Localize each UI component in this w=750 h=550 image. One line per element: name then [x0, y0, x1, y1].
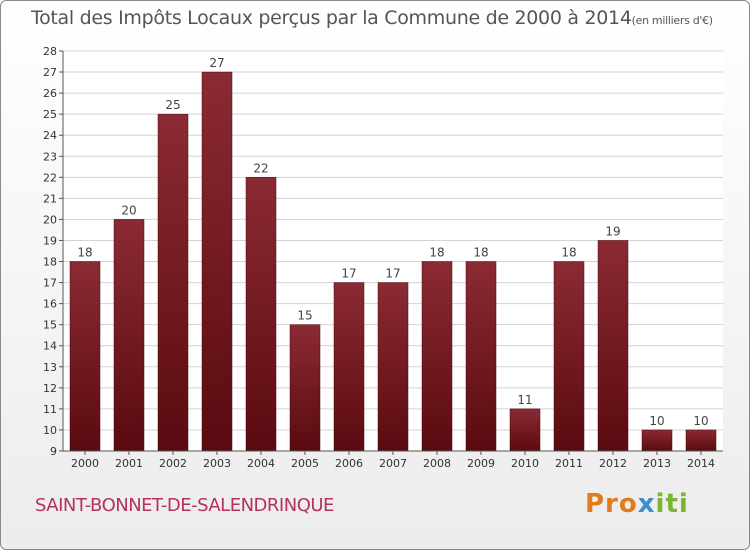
data-label: 11 [517, 393, 532, 407]
y-tick-label: 22 [43, 171, 57, 184]
data-label: 19 [605, 224, 620, 238]
bar [641, 429, 673, 452]
bar [333, 282, 365, 452]
bar [69, 261, 101, 452]
bar [509, 408, 541, 452]
y-tick-label: 27 [43, 66, 57, 79]
bar [421, 261, 453, 452]
bar [685, 429, 717, 452]
proxiti-logo: Proxiti [585, 489, 689, 519]
y-tick-label: 13 [43, 361, 57, 374]
x-tick-label: 2008 [423, 457, 451, 470]
data-label: 17 [385, 267, 400, 281]
y-tick-label: 14 [43, 340, 57, 353]
y-tick-label: 24 [43, 129, 57, 142]
x-tick-label: 2003 [203, 457, 231, 470]
data-label: 10 [649, 414, 664, 428]
x-tick-label: 2012 [599, 457, 627, 470]
x-tick-label: 2014 [687, 457, 715, 470]
logo-part-1: Pro [585, 489, 638, 519]
chart-title: Total des Impôts Locaux perçus par la Co… [31, 7, 713, 29]
y-tick-label: 18 [43, 256, 57, 269]
y-tick-label: 20 [43, 213, 57, 226]
bar [113, 219, 145, 452]
x-tick-label: 2009 [467, 457, 495, 470]
data-label: 25 [165, 98, 180, 112]
y-tick-label: 10 [43, 424, 57, 437]
bar [289, 324, 321, 452]
x-tick-label: 2004 [247, 457, 275, 470]
y-tick-label: 12 [43, 382, 57, 395]
y-tick-label: 11 [43, 403, 57, 416]
y-tick-label: 28 [43, 45, 57, 58]
logo-part-2: x [637, 489, 656, 519]
data-label: 22 [253, 161, 268, 175]
x-tick-label: 2002 [159, 457, 187, 470]
bar [245, 177, 277, 452]
y-tick-label: 21 [43, 192, 57, 205]
commune-name: SAINT-BONNET-DE-SALENDRINQUE [35, 495, 334, 516]
x-tick-label: 2013 [643, 457, 671, 470]
y-tick-label: 23 [43, 150, 57, 163]
data-label: 18 [473, 246, 488, 260]
x-tick-label: 2011 [555, 457, 583, 470]
chart-title-main: Total des Impôts Locaux perçus par la Co… [31, 7, 632, 29]
data-label: 10 [693, 414, 708, 428]
bar [201, 71, 233, 452]
y-tick-label: 15 [43, 319, 57, 332]
y-tick-label: 16 [43, 298, 57, 311]
data-label: 15 [297, 309, 312, 323]
y-tick-label: 26 [43, 87, 57, 100]
x-tick-label: 2001 [115, 457, 143, 470]
y-tick-label: 19 [43, 234, 57, 247]
data-label: 18 [77, 246, 92, 260]
bar [597, 240, 629, 452]
chart-title-unit: (en milliers d'€) [631, 14, 713, 27]
y-tick-label: 9 [50, 445, 57, 458]
y-tick-label: 25 [43, 108, 57, 121]
bar [157, 113, 189, 452]
bar [465, 261, 497, 452]
logo-part-3: iti [655, 489, 689, 519]
data-label: 27 [209, 56, 224, 70]
data-label: 20 [121, 203, 136, 217]
y-tick-label: 17 [43, 277, 57, 290]
x-tick-label: 2010 [511, 457, 539, 470]
bar [553, 261, 585, 452]
data-label: 18 [429, 246, 444, 260]
x-tick-label: 2007 [379, 457, 407, 470]
data-label: 18 [561, 246, 576, 260]
data-label: 17 [341, 267, 356, 281]
x-tick-label: 2006 [335, 457, 363, 470]
x-tick-label: 2005 [291, 457, 319, 470]
x-tick-label: 2000 [71, 457, 99, 470]
bar [377, 282, 409, 452]
